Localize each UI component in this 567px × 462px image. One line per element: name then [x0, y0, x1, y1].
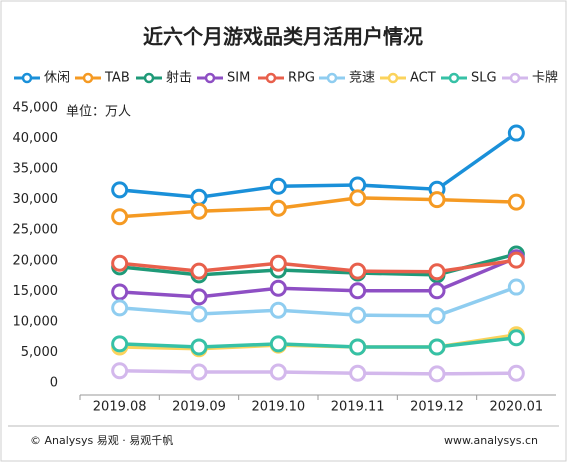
- legend-label: 竞速: [349, 70, 375, 86]
- data-point: [507, 329, 525, 347]
- data-point: [111, 299, 129, 317]
- data-point: [190, 338, 208, 356]
- series-line: [119, 258, 517, 274]
- y-tick-label: 10,000: [13, 314, 59, 329]
- y-tick-label: 5,000: [21, 345, 58, 360]
- data-point: [428, 338, 446, 356]
- legend-marker: [326, 72, 338, 84]
- data-point: [349, 282, 367, 300]
- data-point: [269, 363, 287, 381]
- data-point: [190, 363, 208, 381]
- data-point: [349, 338, 367, 356]
- series-line: [119, 369, 517, 376]
- series-line: [119, 336, 517, 349]
- y-tick-label: 45,000: [13, 101, 59, 116]
- y-tick-label: 40,000: [13, 131, 59, 146]
- y-tick-label: 15,000: [13, 284, 59, 299]
- data-point: [507, 364, 525, 382]
- data-point: [428, 365, 446, 383]
- chart-title: 近六个月游戏品类月活用户情况: [143, 25, 423, 49]
- legend-label: SIM: [227, 71, 250, 86]
- data-point: [349, 262, 367, 280]
- y-tick-label: 25,000: [13, 223, 59, 238]
- data-point: [111, 335, 129, 353]
- y-tick-label: 20,000: [13, 253, 59, 268]
- legend-marker: [204, 72, 216, 84]
- series-line: [119, 131, 518, 199]
- legend-label: 休闲: [44, 71, 70, 86]
- data-point: [111, 283, 129, 301]
- legend-label: TAB: [104, 71, 130, 86]
- series-line: [119, 196, 517, 219]
- data-point: [507, 193, 525, 211]
- data-point: [428, 191, 446, 209]
- data-point: [190, 188, 208, 206]
- series-line: [119, 252, 517, 277]
- unit-label: 单位：万人: [66, 105, 131, 120]
- x-tick-label: 2019.09: [172, 400, 226, 415]
- legend-label: 射击: [166, 70, 192, 86]
- data-point: [111, 362, 129, 380]
- data-point: [507, 278, 525, 296]
- data-point: [428, 282, 446, 300]
- website: www.analysys.cn: [444, 434, 538, 447]
- legend-label: 卡牌: [532, 70, 558, 86]
- legend-marker: [265, 72, 277, 84]
- y-tick-label: 30,000: [13, 192, 59, 207]
- x-tick-label: 2019.08: [93, 400, 147, 415]
- data-point: [111, 254, 129, 272]
- x-tick-label: 2019.11: [331, 400, 385, 415]
- legend-marker: [387, 72, 399, 84]
- data-point: [111, 181, 129, 199]
- y-tick-label: 35,000: [13, 162, 59, 177]
- data-point: [269, 335, 287, 353]
- data-point: [190, 305, 208, 323]
- y-tick-label: 0: [50, 376, 58, 391]
- legend-marker: [82, 72, 94, 84]
- data-point: [507, 124, 525, 142]
- x-tick-label: 2020.01: [489, 400, 543, 415]
- data-point: [269, 177, 287, 195]
- data-point: [269, 254, 287, 272]
- series-line: [119, 285, 517, 318]
- legend-marker: [509, 72, 521, 84]
- data-point: [349, 364, 367, 382]
- legend-marker: [143, 72, 155, 84]
- data-point: [269, 199, 287, 217]
- data-point: [349, 306, 367, 324]
- source: © Analysys 易观 · 易观千帆: [30, 433, 173, 447]
- x-tick-label: 2019.10: [251, 400, 305, 415]
- data-point: [111, 208, 129, 226]
- data-point: [269, 301, 287, 319]
- series-line: [119, 256, 518, 299]
- legend-label: RPG: [288, 71, 315, 86]
- data-point: [190, 202, 208, 220]
- x-tick-label: 2019.12: [410, 400, 464, 415]
- legend-marker: [448, 72, 460, 84]
- data-point: [428, 263, 446, 281]
- data-point: [349, 189, 367, 207]
- legend-marker: [21, 72, 33, 84]
- data-point: [269, 279, 287, 297]
- data-point: [190, 288, 208, 306]
- data-point: [507, 251, 525, 269]
- data-point: [428, 307, 446, 325]
- legend-label: ACT: [410, 71, 436, 86]
- legend-label: SLG: [471, 71, 497, 86]
- data-point: [190, 262, 208, 280]
